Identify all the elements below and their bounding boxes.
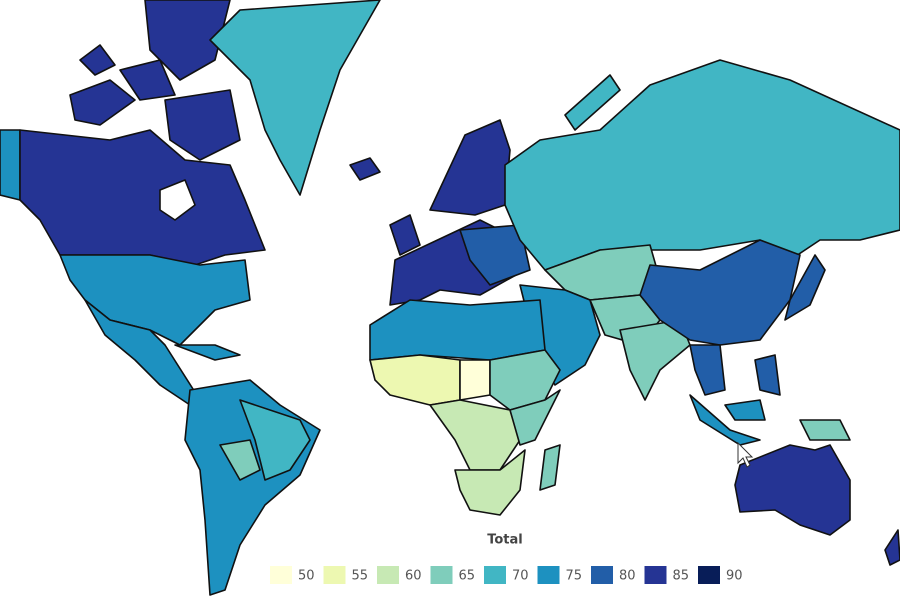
usa <box>59 254 251 346</box>
japan <box>784 254 826 321</box>
arctic-island <box>164 89 241 161</box>
russia <box>504 59 900 271</box>
alaska <box>0 129 21 201</box>
central-africa <box>429 399 521 471</box>
legend-swatch <box>698 566 720 584</box>
canada <box>19 129 266 266</box>
legend-label: 90 <box>726 569 743 584</box>
legend-swatch <box>644 566 667 584</box>
west-africa <box>369 354 461 406</box>
legend-label: 75 <box>566 569 583 584</box>
mouse-cursor <box>737 441 754 468</box>
legend-swatch <box>323 566 346 584</box>
arctic-island <box>79 44 116 76</box>
legend-swatch <box>484 566 506 584</box>
legend-label: 80 <box>619 569 636 584</box>
greenland <box>209 0 381 196</box>
australia <box>734 444 851 536</box>
legend-label: 55 <box>352 569 369 584</box>
uk <box>389 214 421 256</box>
north-africa <box>369 299 546 361</box>
legend-swatch <box>270 566 292 584</box>
legend-label: 50 <box>298 569 315 584</box>
east-africa <box>509 389 561 446</box>
eastern-europe <box>459 224 531 286</box>
iceland <box>349 157 381 181</box>
china <box>639 239 801 346</box>
chad <box>459 359 491 401</box>
legend-label: 70 <box>512 569 529 584</box>
arctic-island <box>69 79 136 126</box>
new-guinea <box>799 419 851 441</box>
southern-africa <box>454 449 526 516</box>
brazil <box>239 399 311 481</box>
southeast-asia <box>689 344 726 396</box>
borneo <box>724 399 766 421</box>
arctic-island <box>119 59 176 101</box>
legend-label: 85 <box>673 569 690 584</box>
hudson-bay <box>159 179 196 221</box>
legend-label: 65 <box>459 569 476 584</box>
arctic-island <box>144 0 231 81</box>
bolivia <box>219 439 261 481</box>
legend-swatch <box>591 566 613 584</box>
cuba <box>174 344 241 361</box>
philippines <box>754 354 781 396</box>
legend-swatch <box>430 566 453 584</box>
madagascar <box>539 444 561 491</box>
indonesia <box>689 394 761 446</box>
legend: Total 50 55 60 65 70 75 80 85 90 <box>270 533 743 584</box>
legend-title: Total <box>487 533 523 548</box>
legend-label: 60 <box>405 569 422 584</box>
new-zealand <box>884 529 900 566</box>
legend-swatch <box>377 566 399 584</box>
scandinavia <box>429 119 511 216</box>
novaya-zemlya <box>564 74 621 131</box>
legend-swatch <box>537 566 560 584</box>
